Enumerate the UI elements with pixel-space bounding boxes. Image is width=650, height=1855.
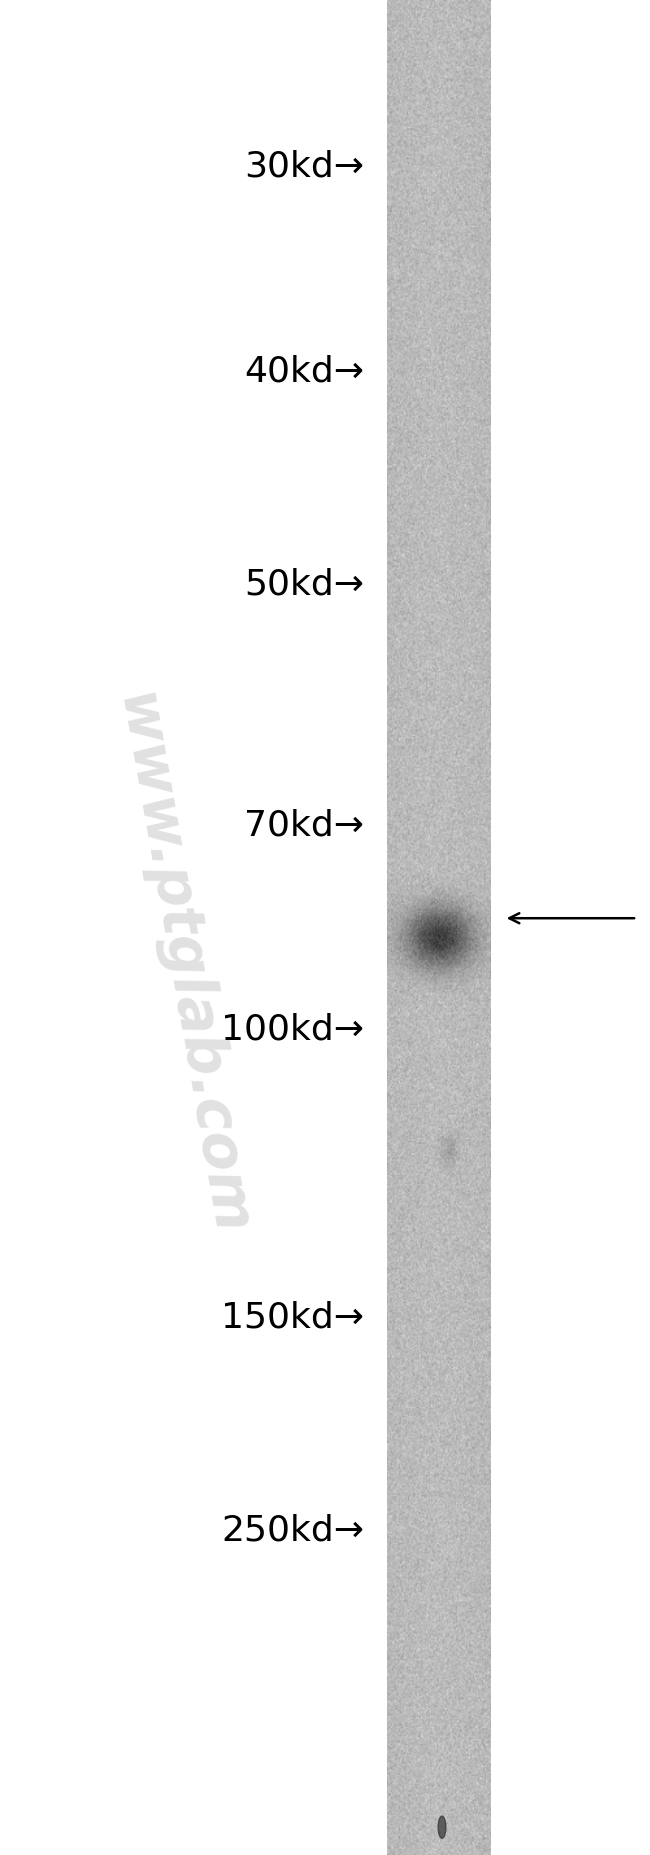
Text: 70kd→: 70kd→ — [244, 809, 364, 842]
Text: www.ptglab.com: www.ptglab.com — [106, 688, 258, 1241]
Text: 40kd→: 40kd→ — [244, 354, 364, 388]
Text: 100kd→: 100kd→ — [221, 1013, 364, 1046]
Text: 250kd→: 250kd→ — [221, 1514, 364, 1547]
Text: 50kd→: 50kd→ — [244, 568, 364, 601]
Text: 150kd→: 150kd→ — [221, 1300, 364, 1334]
Circle shape — [438, 1816, 446, 1838]
Text: 30kd→: 30kd→ — [244, 150, 364, 184]
